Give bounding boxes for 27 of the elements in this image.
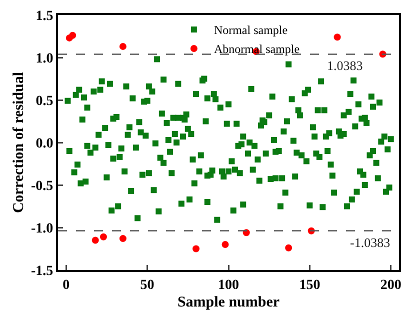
y-tick-label: -1.0: [31, 221, 54, 236]
legend-label: Normal sample: [214, 23, 288, 38]
x-tick-label: 0: [62, 278, 70, 293]
point: [119, 235, 126, 242]
point: [92, 236, 99, 244]
ref-line-label: -1.0383: [350, 235, 390, 250]
legend-label: Abnormal sample: [214, 42, 300, 56]
point: [119, 42, 126, 50]
x-tick-label: 200: [380, 278, 402, 293]
point: [100, 233, 107, 240]
y-axis-title: Correction of residual: [10, 72, 27, 214]
x-axis-title: Sample number: [177, 294, 280, 310]
point: [192, 245, 200, 252]
point: [222, 241, 229, 248]
point: [69, 32, 76, 39]
y-tick-label: 0.0: [36, 136, 54, 152]
x-tick-label: 150: [299, 278, 320, 293]
point: [285, 244, 292, 252]
ref-line-label: 1.0383: [327, 58, 363, 73]
y-tick-label: 0.5: [36, 94, 54, 109]
x-tick-label: 100: [218, 278, 239, 293]
point: [334, 34, 341, 41]
y-tick-label: -1.5: [31, 264, 54, 279]
x-tick-label: 50: [140, 278, 154, 293]
y-tick-label: -0.5: [31, 178, 54, 194]
y-tick-label: 1.5: [36, 8, 54, 24]
y-tick-label: 1.0: [36, 51, 54, 66]
